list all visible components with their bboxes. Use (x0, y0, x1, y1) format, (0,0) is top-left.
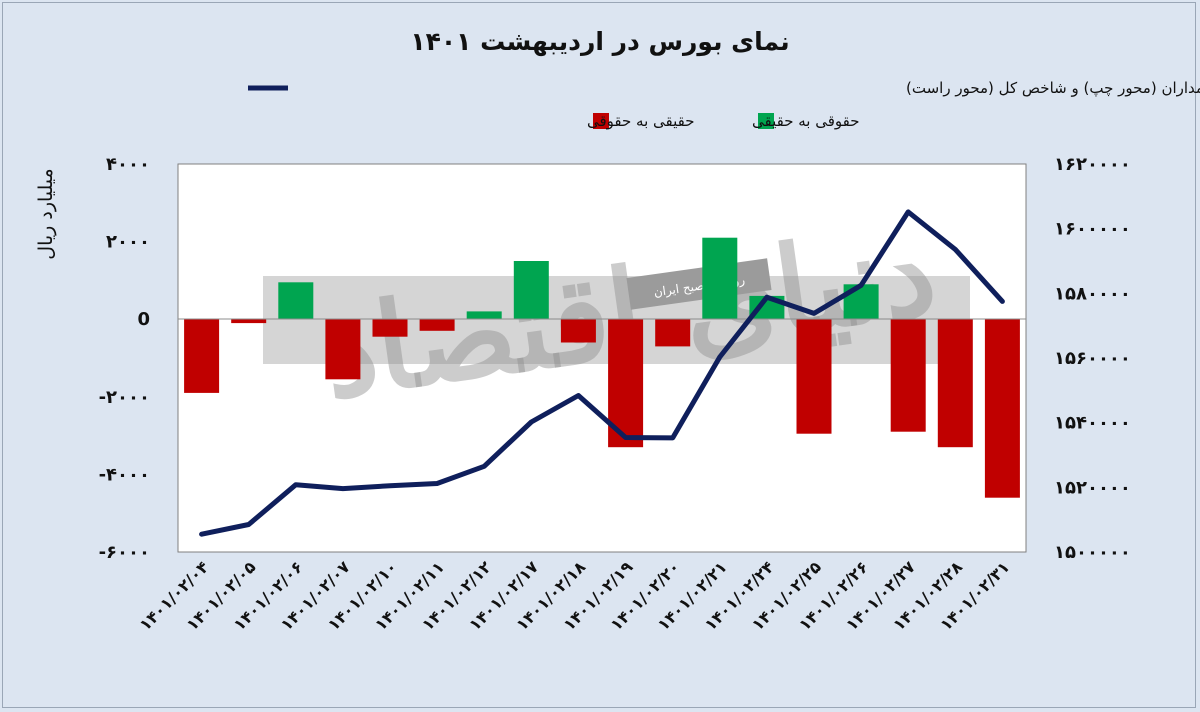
y-left-tick-2: ۲۰۰۰ (106, 232, 150, 253)
bar-11 (655, 319, 691, 347)
y-right-tick-7: ۱۵۰۰۰۰۰ (1054, 542, 1131, 563)
bar-2 (231, 319, 267, 324)
chart-title: نمای بورس در اردیبهشت ۱۴۰۱ (410, 27, 789, 57)
bar-5 (372, 319, 408, 337)
y-right-tick-6: ۱۵۲۰۰۰۰ (1054, 477, 1131, 498)
bar-8 (513, 261, 549, 320)
bar-14 (796, 319, 832, 434)
y-left-tick-4: -۲۰۰۰ (99, 387, 150, 408)
y-axis-label: میلیارد ریال (35, 168, 57, 259)
y-left-tick-3: 0 (137, 309, 150, 330)
index-series-line (199, 209, 1005, 537)
bar-3 (278, 282, 314, 320)
bars-group (184, 237, 1020, 498)
y-right-tick-4: ۱۵۶۰۰۰۰ (1054, 348, 1131, 369)
y-right-tick-1: ۱۶۲۰۰۰۰ (1054, 154, 1131, 175)
bar-9 (560, 319, 596, 343)
bar-6 (419, 319, 455, 331)
bar-16 (890, 319, 926, 432)
y-right-tick-2: ۱۶۰۰۰۰۰ (1054, 219, 1131, 240)
bar-4 (325, 319, 361, 380)
bar-1 (184, 319, 220, 393)
legend-red-label: حقیقی به حقوقی (587, 112, 695, 130)
y-right-tick-3: ۱۵۸۰۰۰۰ (1054, 283, 1131, 304)
index-line-group (199, 209, 1005, 537)
legend-red-swatch (593, 113, 609, 129)
bar-15 (843, 284, 879, 320)
y-right-tick-5: ۱۵۴۰۰۰۰ (1054, 413, 1131, 434)
right-axis-ticks: ۱۶۲۰۰۰۰ ۱۶۰۰۰۰۰ ۱۵۸۰۰۰۰ ۱۵۶۰۰۰۰ ۱۵۴۰۰۰۰ ۱۵۲۰۰… (1054, 154, 1131, 563)
bar-12 (702, 237, 738, 320)
y-left-tick-5: -۴۰۰۰ (99, 464, 150, 485)
bar-7 (466, 311, 502, 320)
bar-17 (937, 319, 973, 448)
y-left-tick-6: -۶۰۰۰ (99, 542, 150, 563)
bar-18 (984, 319, 1020, 498)
legend-green-swatch (758, 113, 774, 129)
legend-green-label: حقوقی به حقیقی (752, 112, 860, 130)
legend-line-label: تغییر مالکیت میان سهامداران (محور چپ) و … (906, 79, 1200, 98)
x-axis-ticks: ۱۴۰۱/۰۲/۰۴۱۴۰۱/۰۲/۰۵۱۴۰۱/۰۲/۰۶۱۴۰۱/۰۲/۰۷… (135, 557, 1013, 634)
y-left-tick-1: ۴۰۰۰ (106, 154, 150, 175)
left-axis-ticks: ۴۰۰۰ ۲۰۰۰ 0 -۲۰۰۰ -۴۰۰۰ -۶۰۰۰ (99, 154, 150, 563)
